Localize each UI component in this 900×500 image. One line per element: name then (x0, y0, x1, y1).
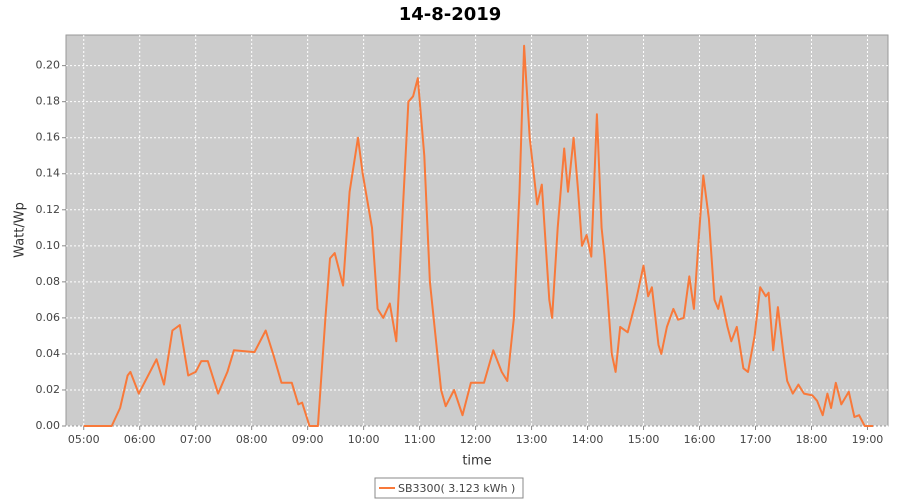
legend-label: SB3300( 3.123 kWh ) (398, 482, 515, 495)
x-tick-label: 14:00 (572, 433, 604, 446)
data-line (83, 44, 874, 427)
y-tick-label: 0.20 (36, 59, 61, 72)
x-tick-label: 08:00 (236, 433, 268, 446)
x-tick-label: 05:00 (68, 433, 100, 446)
legend (374, 477, 524, 499)
x-tick-label: 10:00 (348, 433, 380, 446)
x-axis-label: time (462, 454, 491, 469)
x-tick-label: 18:00 (796, 433, 828, 446)
y-tick-label: 0.16 (36, 131, 61, 144)
y-tick-label: 0.04 (36, 347, 61, 360)
x-tick-label: 17:00 (740, 433, 772, 446)
y-tick-label: 0.08 (36, 275, 61, 288)
y-axis-label: Watt/Wp (13, 202, 28, 258)
y-tick-label: 0.02 (36, 383, 61, 396)
y-tick-label: 0.06 (36, 311, 61, 324)
y-tick-label: 0.12 (36, 203, 61, 216)
x-tick-label: 12:00 (460, 433, 492, 446)
x-tick-label: 09:00 (292, 433, 324, 446)
y-tick-label: 0.18 (36, 95, 61, 108)
y-tick-label: 0.14 (36, 167, 61, 180)
y-tick-label: 0.10 (36, 239, 61, 252)
chart-title: 14-8-2019 (399, 4, 502, 25)
x-tick-label: 06:00 (124, 433, 156, 446)
x-tick-label: 16:00 (684, 433, 716, 446)
plot-area (65, 34, 889, 427)
x-tick-label: 19:00 (852, 433, 884, 446)
x-tick-label: 07:00 (180, 433, 212, 446)
x-tick-label: 13:00 (516, 433, 548, 446)
y-tick-label: 0.00 (36, 419, 61, 432)
x-tick-label: 11:00 (404, 433, 436, 446)
x-tick-label: 15:00 (628, 433, 660, 446)
